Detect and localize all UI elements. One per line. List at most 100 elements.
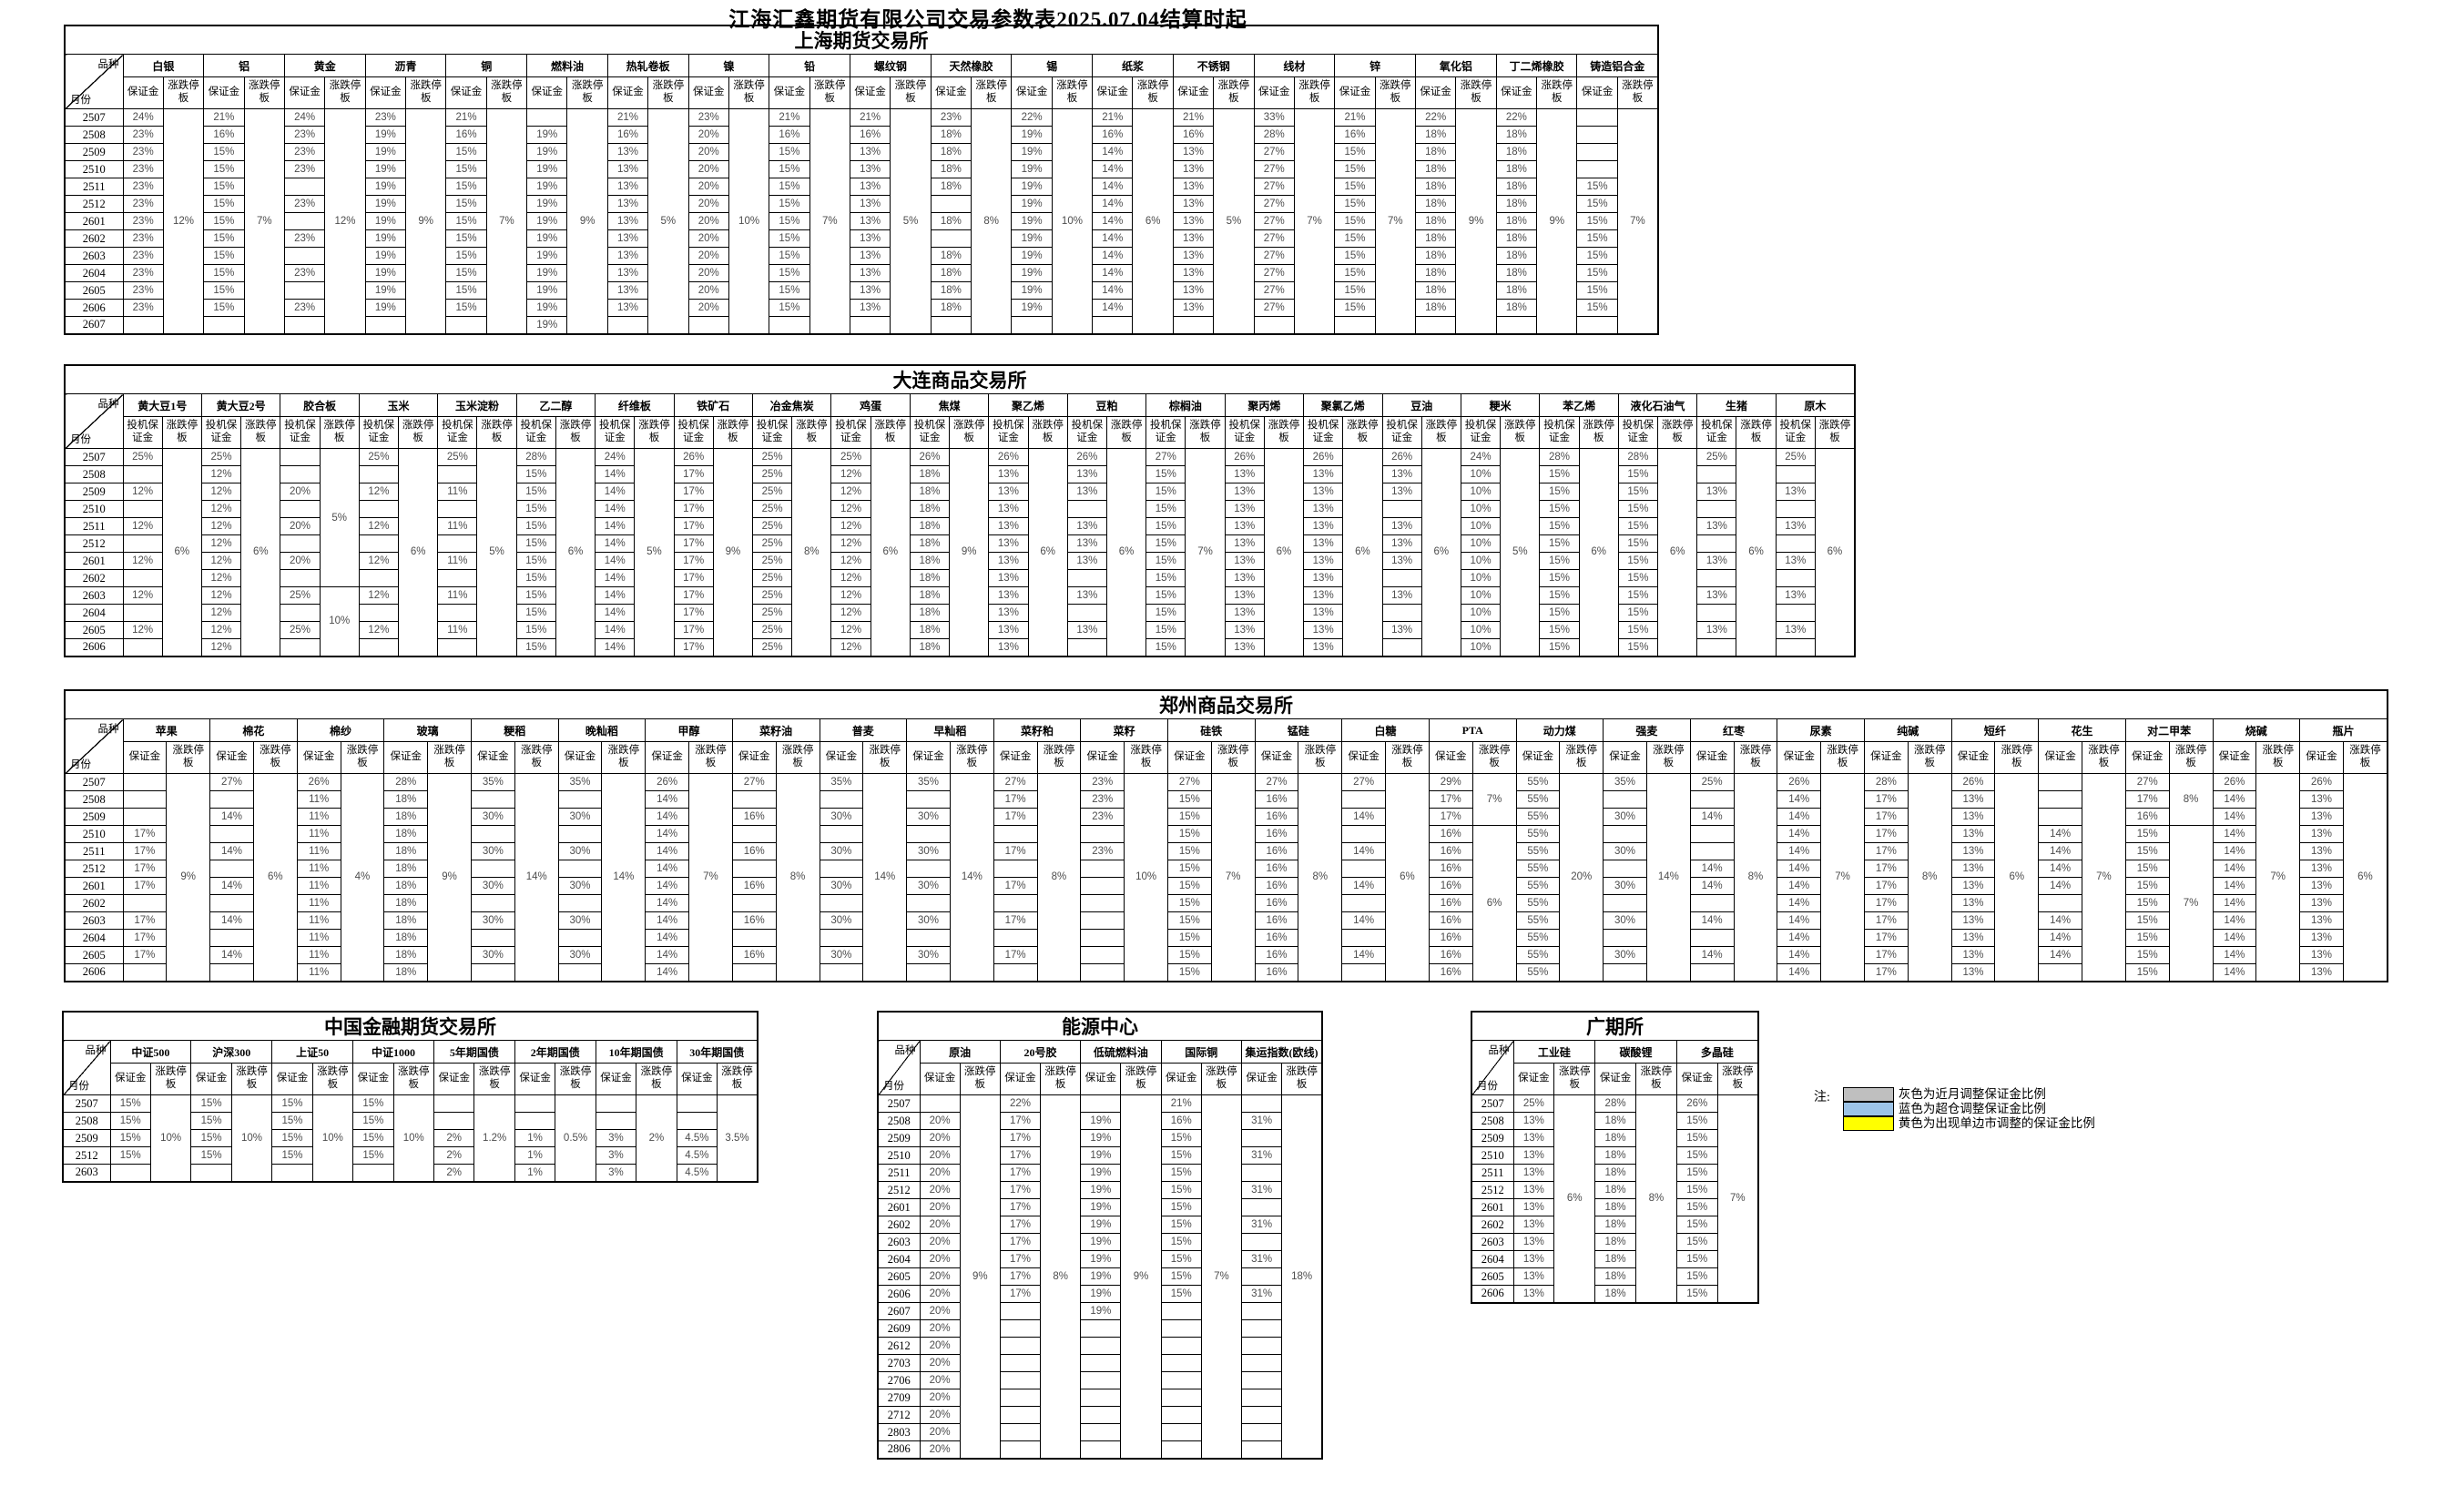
margin-cell: 16%: [1172, 126, 1215, 144]
margin-cell: 10%: [1460, 534, 1502, 553]
margin-cell: 17%: [2124, 790, 2170, 809]
margin-cell: [122, 808, 168, 826]
margin-cell: 13%: [1512, 1216, 1555, 1234]
margin-cell: 27%: [1253, 160, 1295, 178]
corner-product-label: 品种: [97, 724, 119, 735]
margin-cell: 27%: [1253, 299, 1295, 317]
margin-cell: 13%: [1066, 517, 1107, 535]
limit-subheader: 涨跌停板: [1736, 416, 1777, 449]
margin-cell: 15%: [1145, 552, 1186, 570]
margin-cell: 23%: [1080, 773, 1125, 791]
margin-cell: 19%: [1011, 143, 1053, 161]
margin-cell: 15%: [1617, 552, 1659, 570]
margin-cell: [1775, 465, 1816, 483]
margin-cell: 18%: [1594, 1112, 1636, 1130]
limit-subheader: 涨跌停板: [555, 416, 596, 449]
margin-subheader: 保证金: [514, 1063, 556, 1095]
exchange-title: 郑州商品交易所: [64, 689, 2388, 719]
limit-cell: 8%: [1298, 773, 1343, 982]
margin-cell: 17%: [1864, 825, 1909, 843]
margin-subheader: 保证金: [122, 76, 164, 109]
limit-cell: 7%: [688, 773, 733, 982]
month-row: 2602 11% 18% 14% 15% 16% 16% 55% 14% 17% 13% 15% 14%…: [64, 894, 2388, 912]
margin-cell: 15%: [1617, 517, 1659, 535]
margin-cell: [906, 860, 951, 878]
margin-cell: 35%: [819, 773, 864, 791]
margin-cell: 13%: [1512, 1267, 1555, 1286]
limit-cell: 8%: [791, 448, 832, 656]
margin-cell: 20%: [687, 264, 729, 282]
margin-cell: 20%: [687, 143, 729, 161]
margin-cell: 10%: [1460, 621, 1502, 639]
margin-cell: 19%: [364, 264, 407, 282]
margin-cell: 14%: [595, 517, 636, 535]
margin-cell: [1066, 500, 1107, 518]
margin-cell: 18%: [1594, 1181, 1636, 1199]
margin-cell: [595, 1094, 637, 1113]
margin-cell: 14%: [2212, 860, 2257, 878]
margin-cell: 23%: [122, 212, 164, 230]
margin-subheader: 保证金: [352, 1063, 394, 1095]
margin-cell: 20%: [919, 1164, 961, 1182]
margin-cell: 13%: [1381, 517, 1422, 535]
margin-cell: 20%: [919, 1216, 961, 1234]
margin-cell: 12%: [200, 500, 242, 518]
margin-cell: 13%: [1950, 929, 1996, 947]
limit-cell: 6%: [555, 448, 596, 656]
margin-cell: 13%: [2299, 825, 2344, 843]
margin-cell: 14%: [1092, 160, 1134, 178]
margin-cell: 13%: [1303, 483, 1344, 501]
month-row: 2512 20% 17% 19% 15% 31%: [877, 1181, 1322, 1199]
margin-cell: 13%: [1512, 1250, 1555, 1268]
margin-cell: 13%: [988, 638, 1029, 656]
margin-cell: 23%: [122, 281, 164, 300]
month-cell: 2509: [64, 808, 124, 826]
margin-cell: 15%: [1617, 586, 1659, 605]
month-cell: 2511: [64, 517, 124, 535]
margin-cell: [445, 316, 487, 334]
margin-cell: [687, 316, 729, 334]
margin-cell: 19%: [526, 178, 568, 196]
margin-cell: [999, 1389, 1042, 1407]
margin-cell: 15%: [1145, 517, 1186, 535]
margin-cell: 30%: [1603, 877, 1647, 895]
margin-cell: 20%: [919, 1181, 961, 1199]
exchange-title: 广期所: [1471, 1011, 1759, 1041]
margin-cell: 15%: [1539, 621, 1580, 639]
product-header: 燃料油: [526, 54, 608, 77]
margin-cell: 17%: [993, 877, 1038, 895]
margin-cell: 19%: [526, 264, 568, 282]
margin-cell: 27%: [1167, 773, 1212, 791]
month-row: 2706 20%: [877, 1371, 1322, 1389]
product-header: 对二甲苯: [2124, 718, 2214, 742]
month-row: 2510 23% 15% 23% 19% 15% 19% 13% 20% 15% 13% 18% 19%…: [64, 160, 1658, 178]
limit-cell: 9%: [1536, 108, 1578, 334]
shfe-table-container: 上海期货交易所 品种 月份 白银铝黄金 沥青铜燃料油 热轧卷板镍铅螺纹钢 天然橡胶锡纸浆 不锈…: [64, 25, 1659, 335]
month-cell: 2507: [64, 448, 124, 466]
margin-subheader: 投机保证金: [1381, 416, 1422, 449]
limit-subheader: 涨跌停板: [566, 76, 608, 109]
margin-cell: 19%: [526, 143, 568, 161]
margin-cell: [1160, 1354, 1202, 1372]
margin-cell: 18%: [1594, 1198, 1636, 1216]
margin-cell: 13%: [2299, 877, 2344, 895]
month-row: 2601 12% 12% 20% 12% 11% 15% 14% 17% 25% 12% 18% 13%…: [64, 552, 1855, 570]
margin-cell: 17%: [1864, 860, 1909, 878]
margin-cell: 18%: [1495, 264, 1538, 282]
margin-cell: 13%: [1775, 552, 1816, 570]
margin-cell: [930, 316, 972, 334]
margin-cell: 12%: [830, 483, 871, 501]
limit-subheader: 涨跌停板: [862, 741, 908, 774]
margin-cell: 18%: [1414, 264, 1457, 282]
margin-cell: 22%: [1414, 108, 1457, 127]
month-cell: 2512: [64, 860, 124, 878]
margin-cell: 11%: [296, 911, 341, 930]
zce-table: 郑州商品交易所 品种 月份 苹果 棉花 棉纱 玻璃 粳稻 晚籼稻 甲醇 菜籽油 普麦 早籼稻 菜籽粕 菜籽硅…: [64, 689, 2388, 982]
margin-cell: 14%: [1777, 825, 1822, 843]
margin-subheader: 保证金: [1414, 76, 1457, 109]
margin-cell: 25%: [1775, 448, 1816, 466]
margin-cell: 55%: [1515, 894, 1561, 912]
limit-cell: 10%: [392, 1094, 435, 1182]
month-cell: 2512: [877, 1181, 921, 1199]
limit-subheader: 涨跌停板: [1342, 416, 1383, 449]
